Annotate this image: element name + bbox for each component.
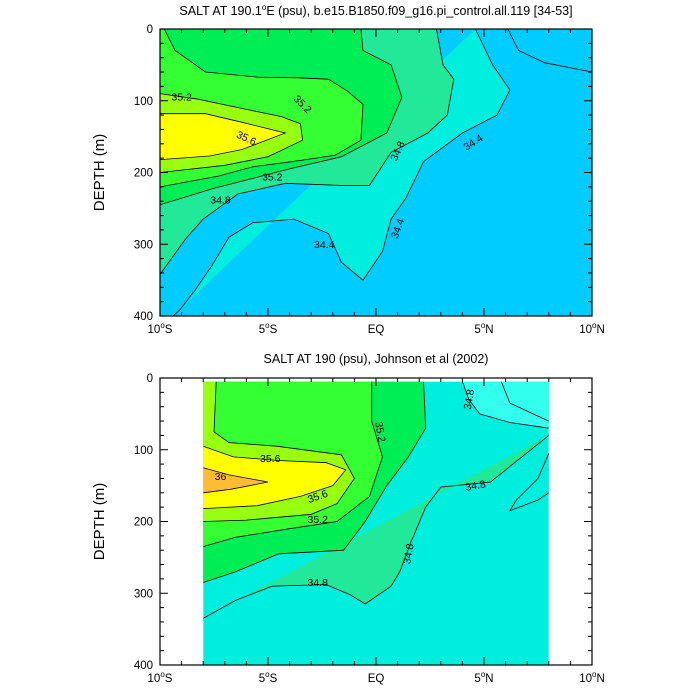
y-tick-label: 400 xyxy=(134,660,153,672)
y-axis-label: DEPTH (m) xyxy=(91,483,108,561)
contour-label-text: 34.8 xyxy=(401,543,416,565)
x-tick-label: 5oN xyxy=(474,670,493,685)
fill-region-34-6 xyxy=(509,453,549,511)
contour-label: 34.8 xyxy=(462,388,477,410)
contour-label: 35.2 xyxy=(372,421,387,443)
contour-line-35-6 xyxy=(160,113,287,160)
y-tick-label: 300 xyxy=(134,588,153,600)
contour-line-36 xyxy=(203,467,269,494)
contour-label: 35.2 xyxy=(307,514,328,526)
y-tick-label: 0 xyxy=(147,373,153,385)
contour-field: 35.2 35.235.634.835.234.834.434.434.4 xyxy=(160,29,592,316)
contour-line-35 xyxy=(160,29,403,206)
contour-line-35-2 xyxy=(160,29,364,188)
model-salinity-panel: 35.2 35.235.634.835.234.834.434.434.410oS… xyxy=(91,3,605,336)
y-tick-label: 0 xyxy=(147,24,153,36)
fill-region-34-2 xyxy=(507,29,592,72)
contour-line-35-4 xyxy=(203,381,355,522)
contour-label-text: 35.2 xyxy=(262,171,283,183)
x-tick-label: 10oN xyxy=(579,670,605,685)
x-tick-label: 5oS xyxy=(259,321,278,336)
contour-label-text: 34.8 xyxy=(210,194,231,206)
y-tick-label: 400 xyxy=(134,311,153,323)
contour-label: 35.6 xyxy=(260,453,281,465)
fill-region-34-8 xyxy=(462,381,549,429)
contour-line-34-4 xyxy=(172,29,511,316)
contour-label-text: 35.6 xyxy=(260,453,281,465)
fill-region-34-8 xyxy=(203,435,549,619)
contour-label: 34.8 xyxy=(210,194,231,206)
contour-line-35-6 xyxy=(203,445,347,509)
contour-label-text: 34.8 xyxy=(307,577,328,589)
x-tick-label: EQ xyxy=(368,673,385,685)
x-tick-label: 5oS xyxy=(259,670,278,685)
contour-label-text: 34.8 xyxy=(462,388,477,410)
contour-label-text: 36 xyxy=(215,471,227,483)
contour-line-35 xyxy=(203,381,427,583)
fill-region-35-6 xyxy=(160,113,286,160)
y-tick-label: 100 xyxy=(134,96,153,108)
contour-label: 34.8 xyxy=(401,543,416,565)
contour-label: 34.8 xyxy=(464,478,486,493)
panel-title: SALT AT 190 (psu), Johnson et al (2002) xyxy=(264,352,489,366)
contour-label-text: 34.4 xyxy=(314,239,335,251)
y-axis-label: DEPTH (m) xyxy=(91,134,108,212)
x-tick-label: EQ xyxy=(368,324,385,336)
x-tick-label: 10oN xyxy=(579,321,605,336)
contour-label: 35.2 xyxy=(262,171,283,183)
contour-line-34-8 xyxy=(462,381,549,429)
y-tick-label: 200 xyxy=(134,517,153,529)
contour-label: 35.2 xyxy=(171,92,192,104)
contour-label-text: 34.8 xyxy=(464,478,486,493)
x-tick-label: 10oS xyxy=(148,670,173,685)
panel-title: SALT AT 190.1oE (psu), b.e15.B1850.f09_g… xyxy=(179,3,572,18)
x-tick-label: 5oN xyxy=(474,321,493,336)
y-tick-label: 100 xyxy=(134,445,153,457)
contour-label-text: 35.2 xyxy=(171,92,192,104)
contour-line-35-2 xyxy=(203,381,383,547)
contour-line-35-4 xyxy=(160,93,304,173)
contour-label: 34.8 xyxy=(307,577,328,589)
contour-label: 36 xyxy=(215,471,227,483)
contour-line-34-2 xyxy=(507,29,592,73)
contour-label-text: 35.2 xyxy=(307,514,328,526)
fill-region-36 xyxy=(203,467,268,493)
x-tick-label: 10oS xyxy=(148,321,173,336)
contour-line-34-6 xyxy=(500,381,549,422)
contour-line-34-8 xyxy=(203,435,549,619)
contour-line-34-8 xyxy=(160,29,455,275)
contour-label: 34.4 xyxy=(314,239,335,251)
y-tick-label: 300 xyxy=(134,239,153,251)
y-tick-label: 200 xyxy=(134,168,153,180)
contour-line-34-6 xyxy=(508,453,549,512)
contour-label-text: 35.2 xyxy=(372,421,387,443)
